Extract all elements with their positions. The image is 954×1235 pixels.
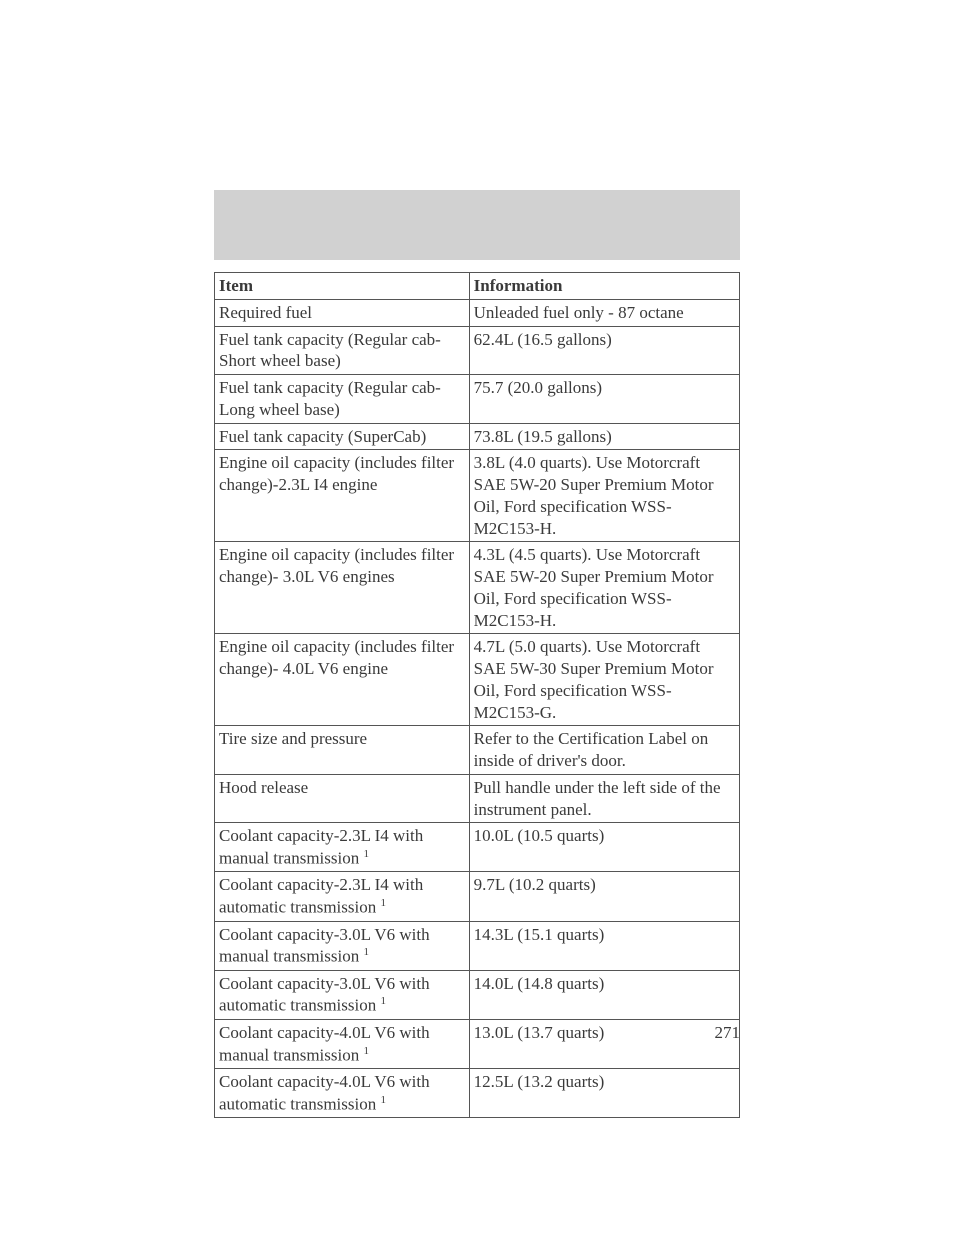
cell-information: 14.0L (14.8 quarts) <box>469 970 739 1019</box>
cell-item: Coolant capacity-4.0L V6 with manual tra… <box>215 1019 470 1068</box>
table-row: Required fuelUnleaded fuel only - 87 oct… <box>215 299 740 326</box>
table-row: Engine oil capacity (includes filter cha… <box>215 542 740 634</box>
cell-information: 9.7L (10.2 quarts) <box>469 872 739 921</box>
table-row: Coolant capacity-2.3L I4 with manual tra… <box>215 823 740 872</box>
cell-information: 4.7L (5.0 quarts). Use Motorcraft SAE 5W… <box>469 634 739 726</box>
cell-item: Engine oil capacity (includes filter cha… <box>215 542 470 634</box>
cell-item: Required fuel <box>215 299 470 326</box>
table-row: Coolant capacity-3.0L V6 with manual tra… <box>215 921 740 970</box>
cell-information: 62.4L (16.5 gallons) <box>469 326 739 375</box>
cell-information: Pull handle under the left side of the i… <box>469 774 739 823</box>
table-row: Engine oil capacity (includes filter cha… <box>215 450 740 542</box>
table-row: Fuel tank capacity (Regular cab-Long whe… <box>215 375 740 424</box>
table-row: Coolant capacity-4.0L V6 with automatic … <box>215 1069 740 1118</box>
footnote-marker: 1 <box>363 848 369 860</box>
footnote-marker: 1 <box>380 995 386 1007</box>
footnote-marker: 1 <box>363 1045 369 1057</box>
footnote-marker: 1 <box>363 946 369 958</box>
cell-information: 3.8L (4.0 quarts). Use Motorcraft SAE 5W… <box>469 450 739 542</box>
table-row: Fuel tank capacity (SuperCab)73.8L (19.5… <box>215 423 740 450</box>
cell-item: Coolant capacity-3.0L V6 with manual tra… <box>215 921 470 970</box>
specifications-table: Item Information Required fuelUnleaded f… <box>214 272 740 1118</box>
footnote-marker: 1 <box>380 897 386 909</box>
table-row: Hood releasePull handle under the left s… <box>215 774 740 823</box>
cell-item: Hood release <box>215 774 470 823</box>
cell-information: Unleaded fuel only - 87 octane <box>469 299 739 326</box>
table-row: Tire size and pressureRefer to the Certi… <box>215 726 740 775</box>
table-row: Fuel tank capacity (Regular cab-Short wh… <box>215 326 740 375</box>
cell-information: 12.5L (13.2 quarts) <box>469 1069 739 1118</box>
cell-information: 14.3L (15.1 quarts) <box>469 921 739 970</box>
document-page: Item Information Required fuelUnleaded f… <box>0 0 954 1235</box>
cell-information: 10.0L (10.5 quarts) <box>469 823 739 872</box>
cell-item: Coolant capacity-2.3L I4 with automatic … <box>215 872 470 921</box>
cell-information: Refer to the Certification Label on insi… <box>469 726 739 775</box>
cell-item: Fuel tank capacity (Regular cab-Short wh… <box>215 326 470 375</box>
cell-item: Coolant capacity-2.3L I4 with manual tra… <box>215 823 470 872</box>
cell-information: 73.8L (19.5 gallons) <box>469 423 739 450</box>
cell-information: 4.3L (4.5 quarts). Use Motorcraft SAE 5W… <box>469 542 739 634</box>
cell-item: Tire size and pressure <box>215 726 470 775</box>
cell-item: Engine oil capacity (includes filter cha… <box>215 450 470 542</box>
cell-item: Engine oil capacity (includes filter cha… <box>215 634 470 726</box>
header-banner <box>214 190 740 260</box>
header-information: Information <box>469 273 739 300</box>
cell-item: Fuel tank capacity (SuperCab) <box>215 423 470 450</box>
table-row: Coolant capacity-3.0L V6 with automatic … <box>215 970 740 1019</box>
cell-item: Fuel tank capacity (Regular cab-Long whe… <box>215 375 470 424</box>
cell-item: Coolant capacity-3.0L V6 with automatic … <box>215 970 470 1019</box>
cell-information: 75.7 (20.0 gallons) <box>469 375 739 424</box>
footnote-marker: 1 <box>380 1094 386 1106</box>
table-body: Required fuelUnleaded fuel only - 87 oct… <box>215 299 740 1117</box>
table-row: Engine oil capacity (includes filter cha… <box>215 634 740 726</box>
table-header-row: Item Information <box>215 273 740 300</box>
cell-information: 13.0L (13.7 quarts) <box>469 1019 739 1068</box>
cell-item: Coolant capacity-4.0L V6 with automatic … <box>215 1069 470 1118</box>
page-number: 271 <box>715 1023 741 1043</box>
header-item: Item <box>215 273 470 300</box>
table-row: Coolant capacity-2.3L I4 with automatic … <box>215 872 740 921</box>
table-row: Coolant capacity-4.0L V6 with manual tra… <box>215 1019 740 1068</box>
